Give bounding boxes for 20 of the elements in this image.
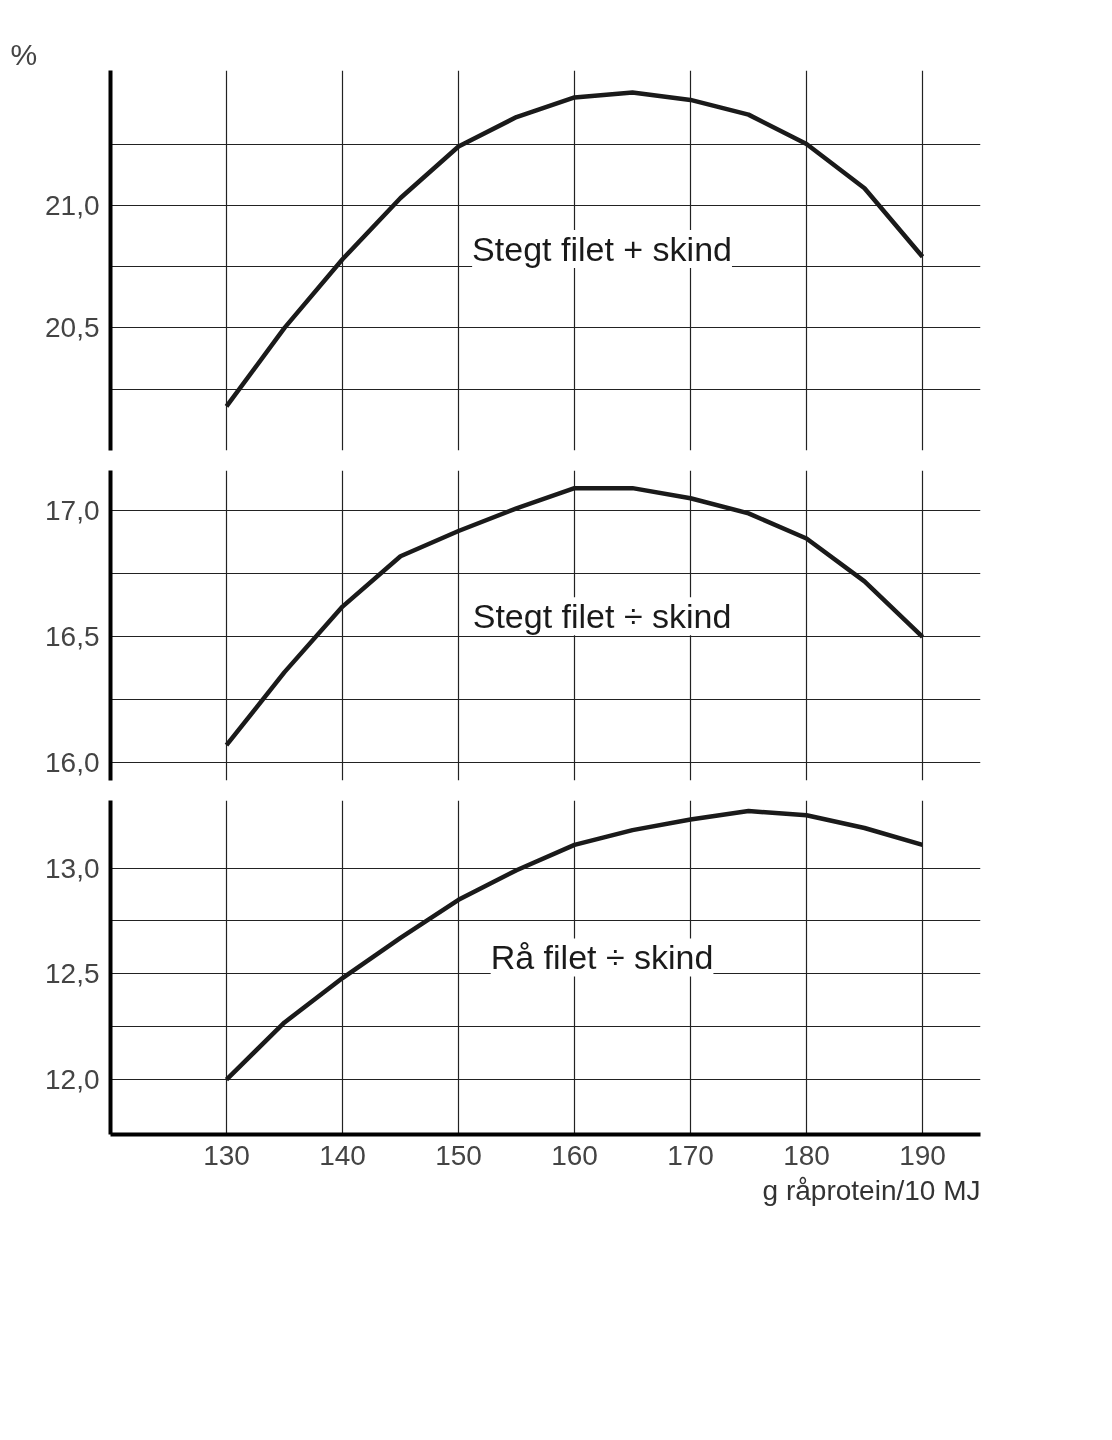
x-tick-label: 150 (435, 1139, 482, 1171)
y-tick-label: 16,5 (45, 621, 100, 653)
y-tick-label: 16,0 (45, 747, 100, 779)
y-tick-label: 13,0 (45, 852, 100, 884)
y-tick-label: 12,0 (45, 1064, 100, 1096)
x-tick-label: 170 (667, 1139, 714, 1171)
y-tick-label: 20,5 (45, 312, 100, 344)
y-tick-label: 17,0 (45, 495, 100, 527)
series-label: Rå filet ÷ skind (490, 938, 714, 977)
x-tick-label: 190 (899, 1139, 946, 1171)
y-tick-label: 12,5 (45, 958, 100, 990)
x-tick-label: 140 (319, 1139, 366, 1171)
text: Stegt filet + skind (472, 230, 732, 269)
x-tick-label: 180 (783, 1139, 830, 1171)
x-axis-title: g råprotein/10 MJ (762, 1174, 981, 1206)
x-tick-label: 160 (551, 1139, 598, 1171)
y-axis-title: % (10, 37, 38, 71)
x-tick-label: 130 (203, 1139, 250, 1171)
y-tick-label: 21,0 (45, 189, 100, 221)
series-label: Stegt filet ÷ skind (472, 597, 732, 636)
